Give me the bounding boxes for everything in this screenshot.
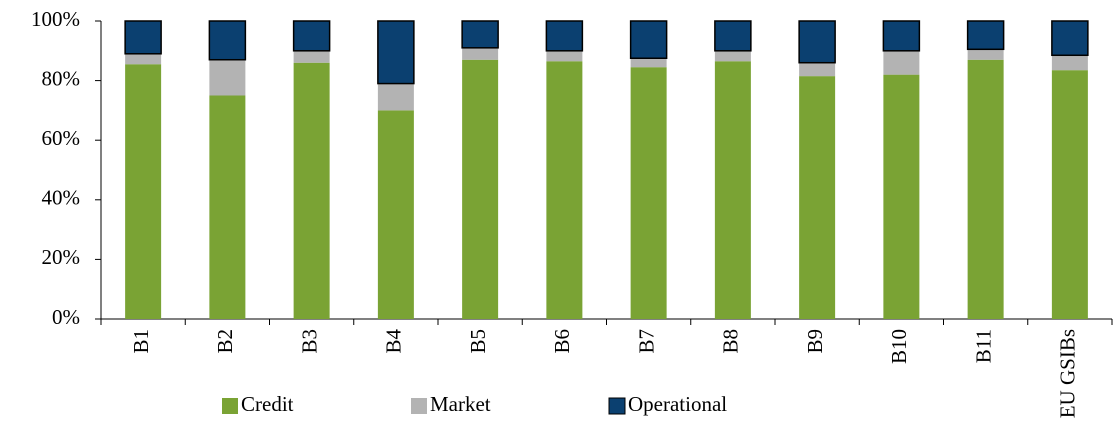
- bar-segment: [714, 50, 751, 62]
- bar-segment: [799, 62, 836, 77]
- bar-segment: [377, 20, 415, 85]
- x-tick-label: B4: [382, 329, 406, 354]
- bar-segment: [883, 50, 920, 75]
- bar-segment: [293, 62, 330, 319]
- x-tick-label: B6: [550, 329, 574, 354]
- bar-segment: [967, 49, 1004, 60]
- bar-segment: [293, 50, 330, 63]
- x-tick-label: B7: [634, 329, 658, 354]
- y-tick-label: 20%: [42, 245, 81, 269]
- bar-segment: [882, 20, 921, 52]
- bar-segment: [546, 61, 583, 319]
- x-tick-label: B10: [887, 329, 911, 364]
- bar-segment: [1051, 55, 1088, 71]
- bar-segment: [377, 110, 414, 320]
- bar-segment: [292, 20, 331, 52]
- bar-segment: [714, 20, 752, 52]
- y-tick-label: 0%: [52, 305, 80, 329]
- legend-label: Credit: [241, 392, 294, 416]
- y-tick-label: 60%: [42, 126, 81, 150]
- bar-segment: [630, 58, 667, 68]
- bar-segment: [462, 47, 499, 60]
- bar-segment: [462, 59, 499, 320]
- bar-segment: [461, 20, 499, 49]
- y-tick-label: 100%: [31, 7, 80, 31]
- bar-segment: [209, 59, 246, 96]
- bar-segment: [1051, 70, 1088, 319]
- bar-segment: [630, 67, 667, 319]
- x-tick-label: B8: [719, 329, 743, 354]
- x-tick-label: B9: [803, 329, 827, 354]
- legend-swatch: [608, 397, 626, 415]
- bar-segment: [377, 83, 414, 111]
- bar-segment: [629, 20, 668, 59]
- legend-swatch: [411, 398, 427, 414]
- bar-segment: [208, 20, 247, 61]
- bar-segment: [545, 20, 584, 52]
- legend-label: Operational: [628, 392, 727, 416]
- bar-segment: [714, 61, 751, 319]
- y-tick-label: 80%: [42, 66, 81, 90]
- x-tick-label: EU GSIBs: [1056, 329, 1080, 418]
- bar-segment: [209, 95, 246, 319]
- y-tick-label: 40%: [42, 186, 81, 210]
- x-tick-label: B3: [297, 329, 321, 354]
- x-tick-label: B5: [466, 329, 490, 354]
- x-tick-label: B11: [971, 329, 995, 363]
- bar-segment: [798, 20, 836, 64]
- bar-segment: [799, 76, 836, 319]
- bar-segment: [1051, 20, 1089, 57]
- bar-segment: [125, 53, 162, 65]
- bar-segment: [966, 20, 1005, 51]
- legend-swatch: [222, 398, 238, 414]
- x-tick-label: B2: [213, 329, 237, 354]
- legend-label: Market: [430, 392, 491, 416]
- bar-segment: [883, 74, 920, 319]
- bar-segment: [546, 50, 583, 62]
- bar-segment: [967, 59, 1004, 320]
- x-tick-label: B1: [129, 329, 153, 354]
- bar-segment: [125, 64, 162, 320]
- bar-segment: [124, 20, 162, 55]
